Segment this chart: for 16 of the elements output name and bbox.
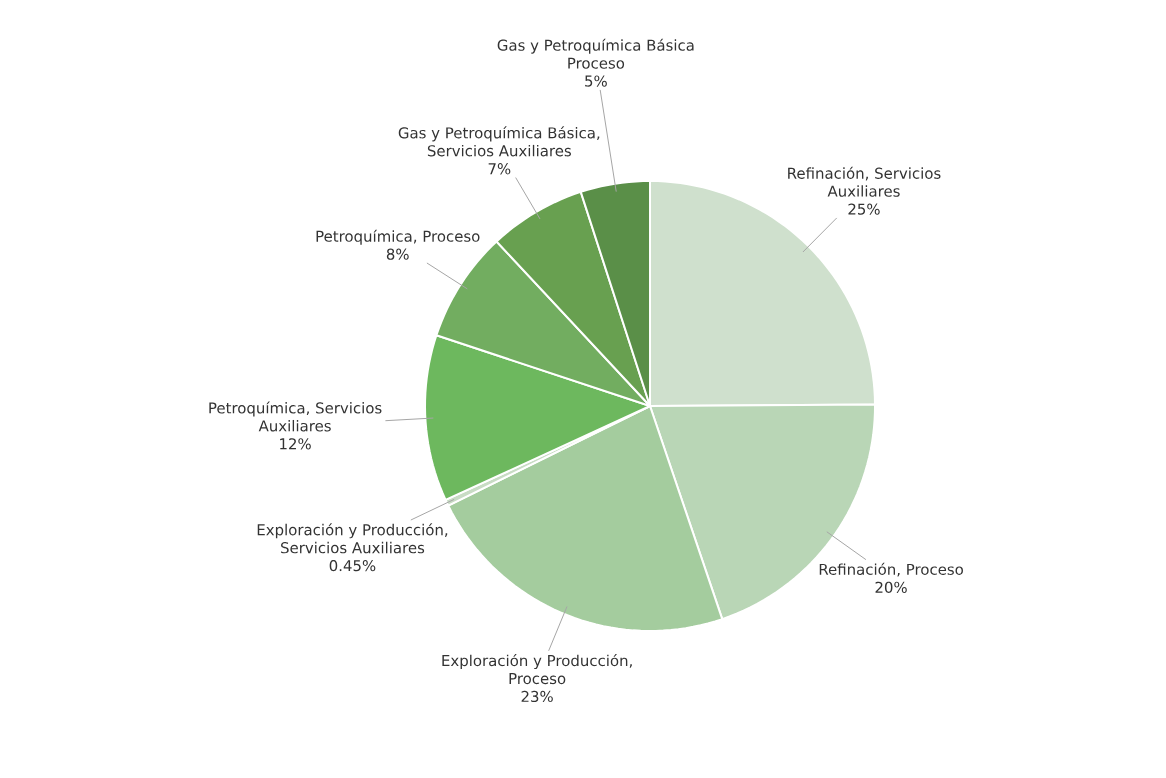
- slice-label: Gas y Petroquímica Básica, Servicios Auxiliares: [398, 126, 600, 157]
- slice-label: Exploración y Producción, Servicios Auxiliares: [257, 523, 448, 554]
- data-label: 8%: [386, 248, 409, 260]
- data-label: 25%: [848, 203, 880, 215]
- slice-label: Petroquímica, Servicios Auxiliares: [209, 401, 382, 432]
- data-label: 23%: [521, 690, 553, 703]
- data-label: 0.45%: [329, 559, 376, 572]
- data-label: 20%: [875, 581, 907, 593]
- data-label: 7%: [488, 163, 511, 175]
- data-label: 12%: [280, 438, 311, 450]
- slice-label: Refinación, Servicios Auxiliares: [788, 166, 941, 197]
- data-label: 5%: [585, 75, 607, 87]
- slice-label: Exploración y Producción, Proceso: [442, 654, 632, 685]
- slice-label: Petroquímica, Proceso: [316, 229, 480, 245]
- slice-label: Gas y Petroquímica Básica Proceso: [497, 38, 694, 69]
- slice-label: Refinación, Proceso: [819, 562, 963, 577]
